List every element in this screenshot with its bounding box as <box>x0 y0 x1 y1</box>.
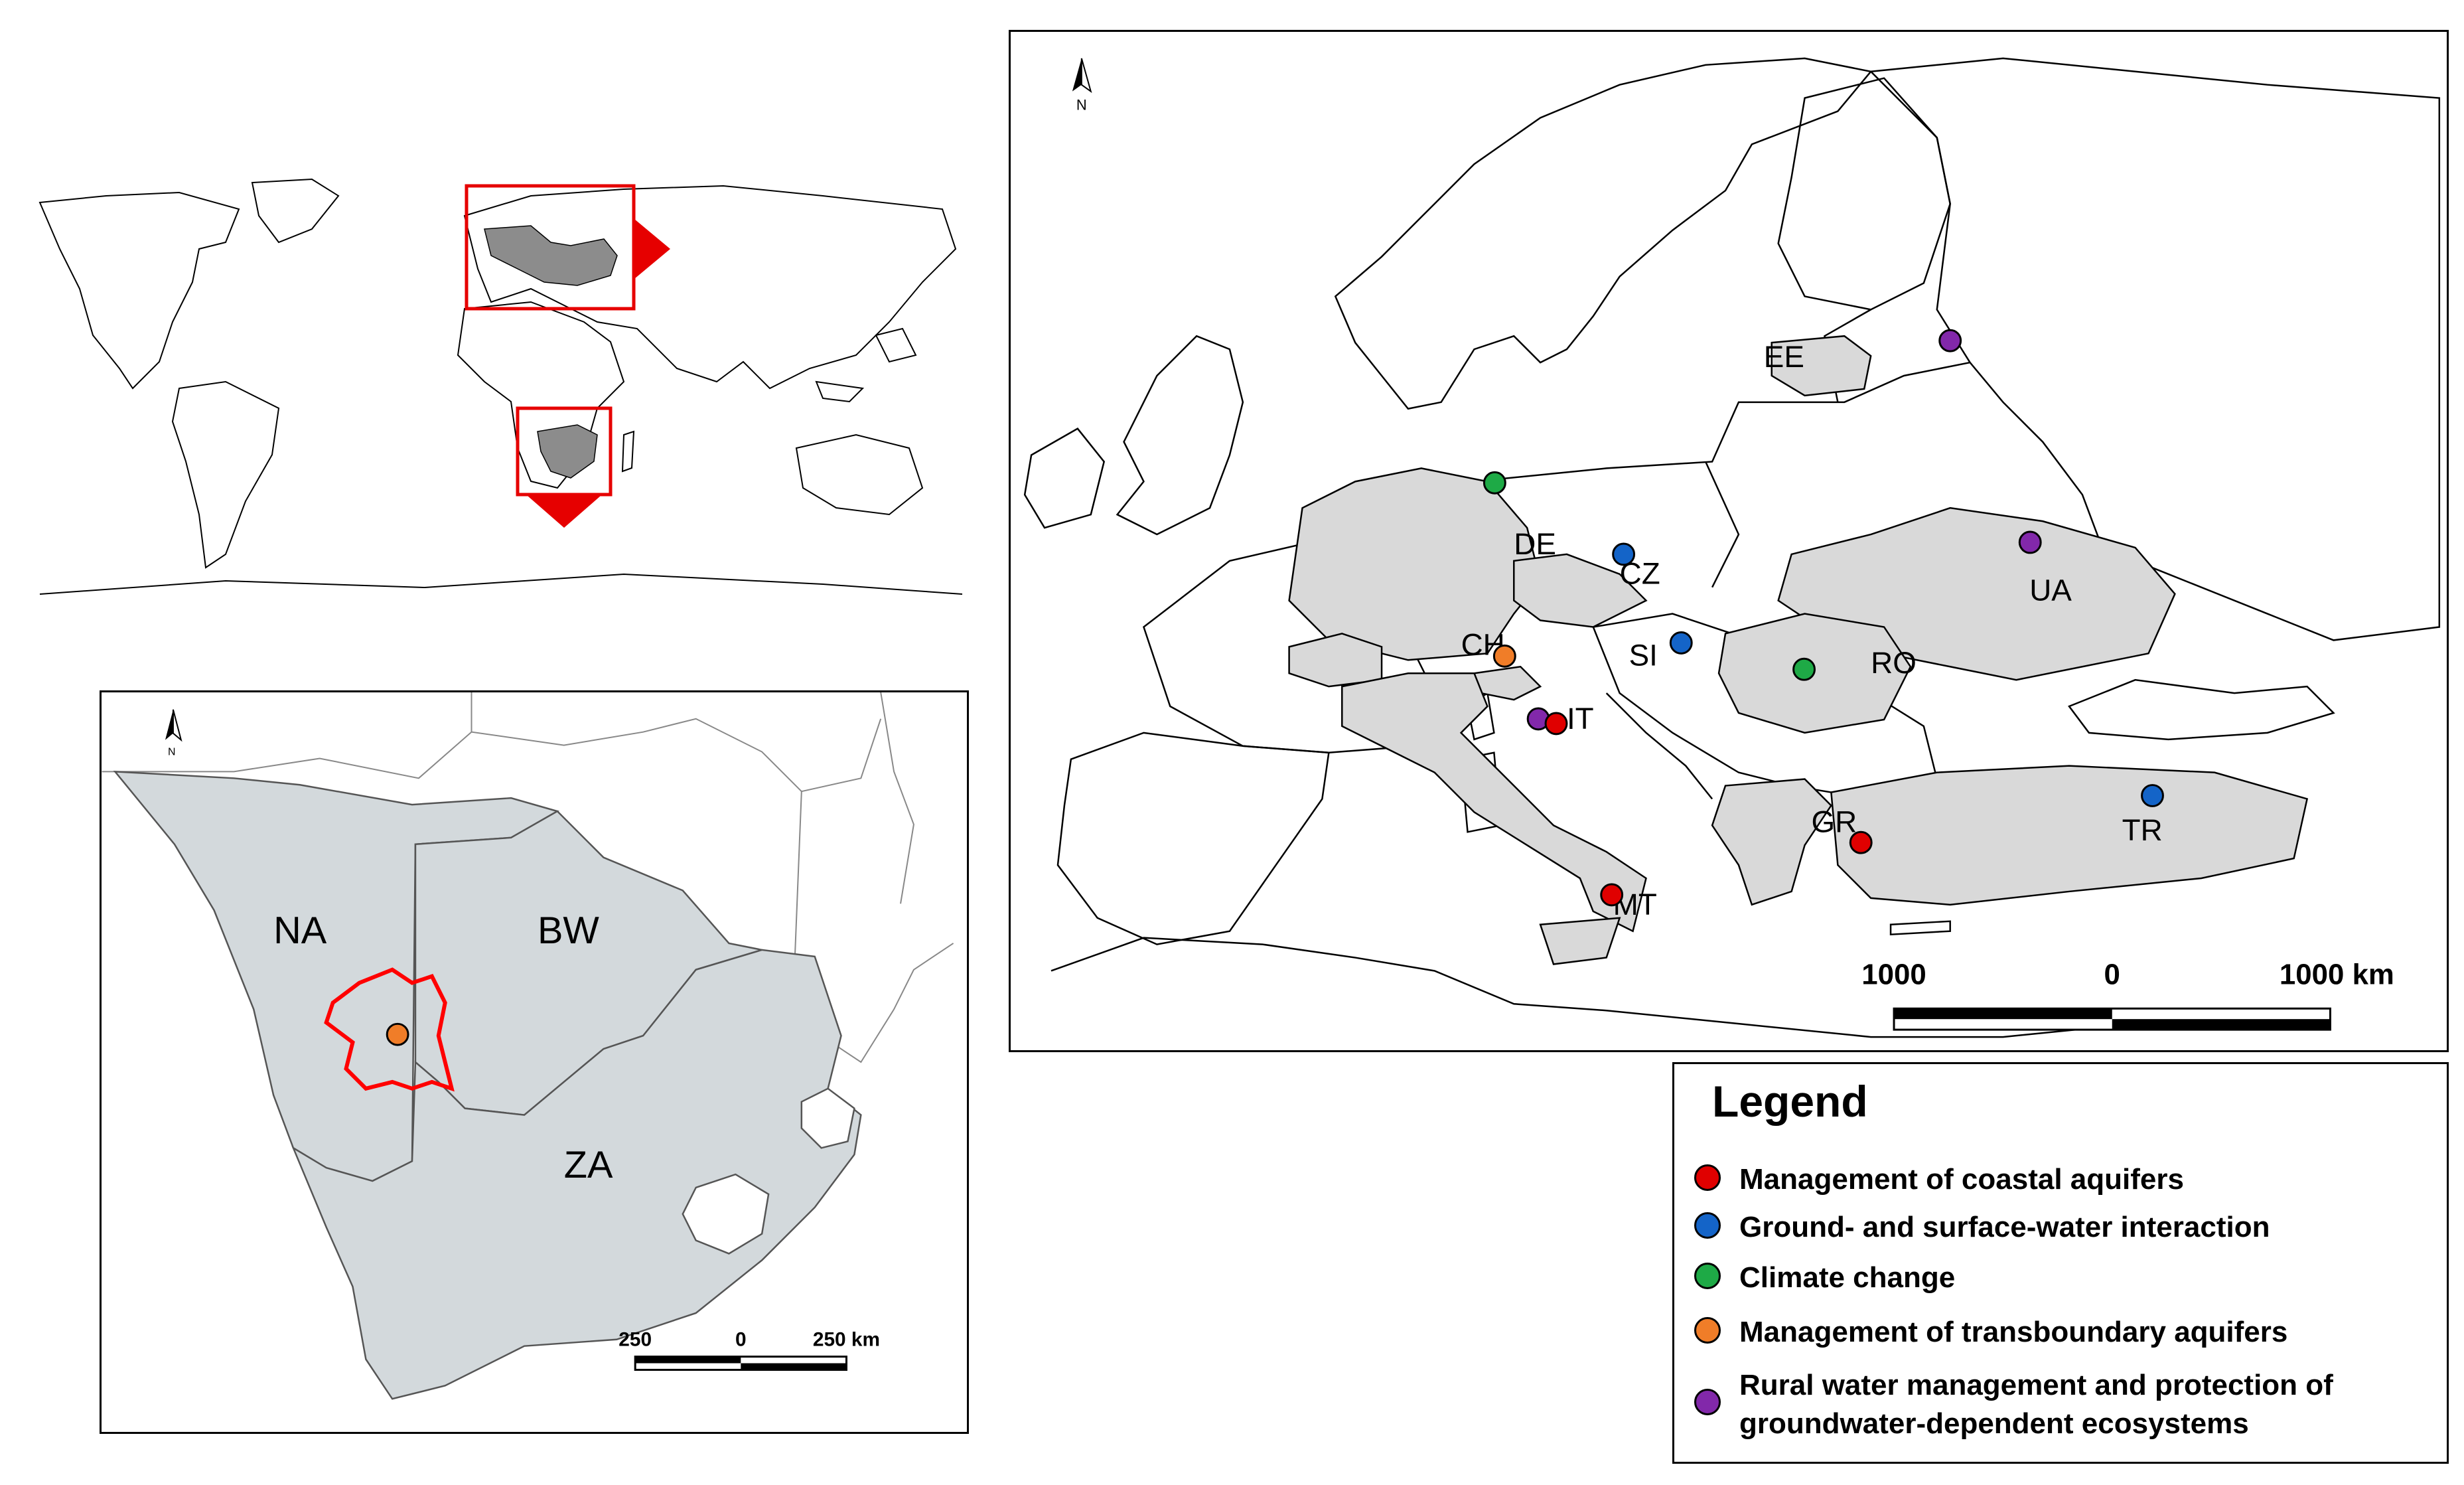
country-label-tr: TR <box>2122 813 2163 847</box>
country-label-ua: UA <box>2029 574 2072 607</box>
eswatini-outline <box>800 1087 855 1149</box>
europe-pointer-arrow <box>634 219 670 279</box>
country-label-de: DE <box>1514 527 1556 561</box>
europe-map: N EE DE CZ UA CH SI RO IT GR TR MT <box>1009 30 2449 1052</box>
europe-country-labels: EE DE CZ UA CH SI RO IT GR TR MT <box>1461 340 2163 921</box>
study-point-ee <box>1938 329 1962 352</box>
legend-item-coastal: Management of coastal aquifers <box>1694 1160 2423 1199</box>
europe-north-label: N <box>1076 97 1087 114</box>
africa-scale-left: 250 <box>618 1329 652 1351</box>
europe-study-countries <box>1288 335 2309 965</box>
world-highlighted-countries <box>484 225 618 479</box>
europe-scale-left: 1000 <box>1861 958 1926 990</box>
world-highlight-arrows <box>528 219 670 528</box>
europe-scale-right: 1000 km <box>2280 958 2394 990</box>
southern-africa-inset-map: N NA BW ZA 250 0 250 km <box>100 690 969 1434</box>
legend-label: Management of transboundary aquifers <box>1739 1316 2288 1348</box>
country-label-it: IT <box>1567 702 1594 736</box>
africa-north-label: N <box>168 746 176 757</box>
europe-base-outlines <box>1023 57 2441 1038</box>
study-point-ua <box>2018 530 2042 554</box>
europe-scale-middle: 0 <box>2104 958 2120 990</box>
country-label-ro: RO <box>1871 646 1917 680</box>
study-point-ro <box>1792 657 1816 681</box>
czechia-region <box>1513 553 1648 628</box>
world-map-svg <box>38 178 963 595</box>
southern-africa-highlight-box <box>516 406 613 497</box>
study-point-it-coastal <box>1544 712 1568 736</box>
europe-map-svg: N EE DE CZ UA CH SI RO IT GR TR MT <box>1023 57 2441 1038</box>
study-point-mt <box>1600 883 1624 907</box>
country-label-gr: GR <box>1812 805 1857 838</box>
legend-dot-blue-icon <box>1694 1212 1721 1239</box>
legend-dot-red-icon <box>1694 1164 1721 1191</box>
legend-dot-green-icon <box>1694 1263 1721 1289</box>
country-label-si: SI <box>1629 638 1658 672</box>
legend-label: Rural water management and protection of… <box>1739 1369 2333 1440</box>
country-label-ee: EE <box>1764 340 1804 374</box>
study-point-ch <box>1492 644 1516 668</box>
italy-region <box>1341 672 1647 933</box>
europe-highlight-box <box>465 184 636 311</box>
legend-item-ground-surface: Ground- and surface-water interaction <box>1694 1208 2423 1247</box>
south-africa-region <box>291 949 862 1400</box>
greece-region <box>1711 778 1832 906</box>
europe-scale-bar: 1000 0 1000 km <box>1861 958 2394 1031</box>
legend-dot-orange-icon <box>1694 1317 1721 1344</box>
turkey-region <box>1830 765 2309 906</box>
africa-pointer-arrow <box>528 496 601 528</box>
legend-label: Climate change <box>1739 1261 1956 1294</box>
estonia-region <box>1771 335 1872 397</box>
legend-item-transboundary: Management of transboundary aquifers <box>1694 1313 2423 1352</box>
europe-north-arrow: N <box>1072 58 1092 114</box>
study-point-gr <box>1849 830 1873 854</box>
legend-label: Ground- and surface-water interaction <box>1739 1211 2270 1243</box>
legend-title: Legend <box>1712 1077 1868 1126</box>
germany-region <box>1288 467 1542 661</box>
africa-countries <box>113 770 862 1400</box>
world-highlight-boxes <box>465 184 636 497</box>
country-label-bw: BW <box>538 909 599 952</box>
africa-north-arrow: N <box>165 709 182 757</box>
country-label-za: ZA <box>564 1144 613 1186</box>
study-point-si <box>1669 631 1693 655</box>
legend-item-rural: Rural water management and protection of… <box>1694 1366 2423 1443</box>
country-label-na: NA <box>273 909 327 952</box>
africa-inset-svg: N NA BW ZA 250 0 250 km <box>102 692 954 1400</box>
study-point-de <box>1483 471 1506 495</box>
study-point-tr <box>2141 784 2164 807</box>
europe-study-points <box>1483 329 2164 907</box>
legend-item-climate: Climate change <box>1694 1259 2423 1297</box>
switzerland-region <box>1288 633 1383 688</box>
sicily-region <box>1539 917 1621 965</box>
lesotho-outline <box>682 1173 770 1255</box>
study-area-outline <box>324 967 455 1092</box>
study-point-cz <box>1612 542 1636 566</box>
legend-dot-purple-icon <box>1694 1389 1721 1415</box>
africa-scale-right: 250 km <box>813 1329 880 1351</box>
transboundary-study-point <box>386 1022 409 1046</box>
legend-label: Management of coastal aquifers <box>1739 1163 2184 1196</box>
world-map <box>27 169 969 607</box>
africa-scale-middle: 0 <box>735 1329 747 1351</box>
map-legend: Legend Management of coastal aquifers Gr… <box>1672 1062 2449 1464</box>
africa-scale-bar: 250 0 250 km <box>618 1329 880 1371</box>
